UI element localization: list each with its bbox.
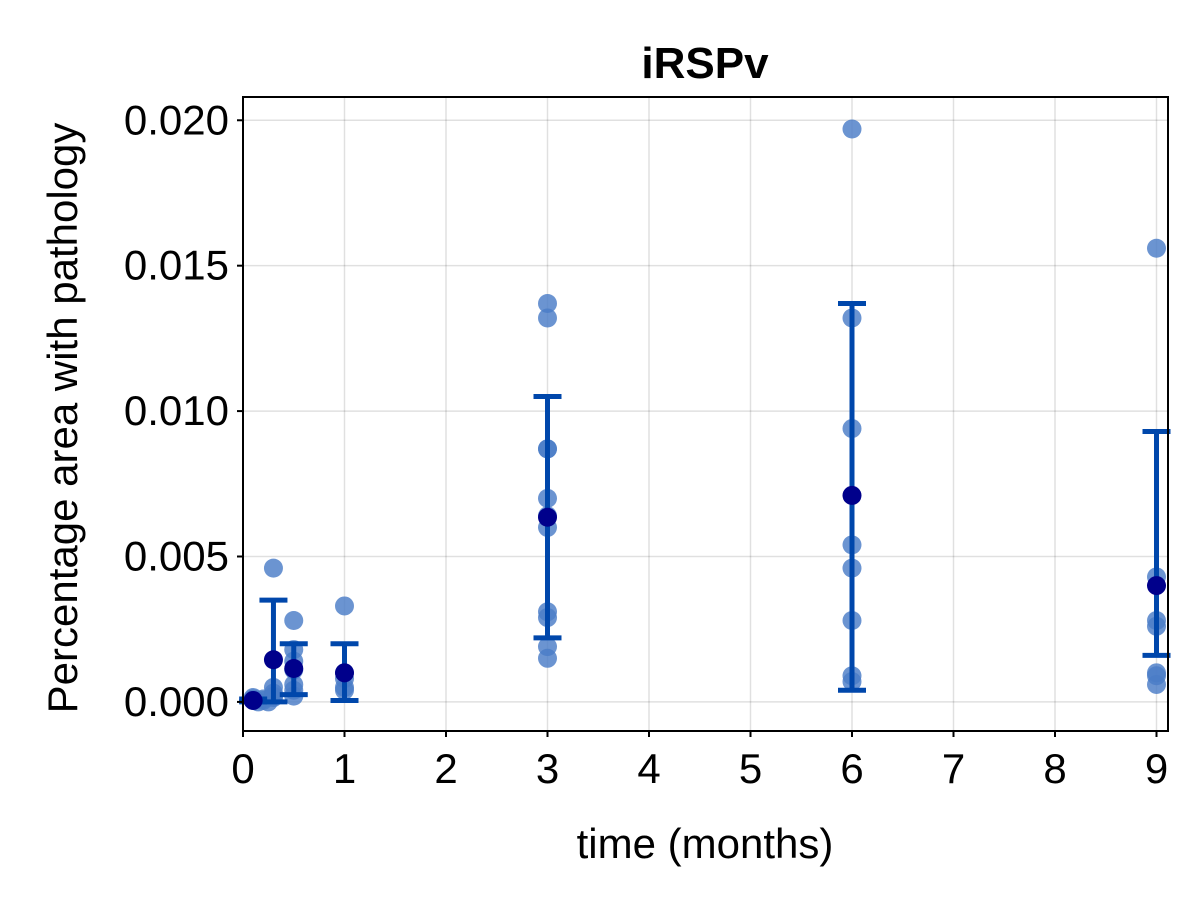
chart-title: iRSPv [641,39,769,88]
x-tick-label: 7 [942,745,965,792]
plot-frame [242,96,1169,732]
mean-point [1147,576,1166,596]
mean-point [263,650,283,670]
data-point [263,558,283,578]
grid-layer [242,97,1168,731]
mean-point [538,507,557,527]
x-tick-label: 3 [536,745,559,792]
data-point [1147,238,1166,258]
x-tick-label: 8 [1043,745,1066,792]
points-layer [243,119,1166,712]
x-ticks: 0 1 2 3 4 5 6 7 8 9 [231,731,1168,792]
data-point [538,648,557,668]
errorbar-layer [239,300,1171,705]
y-tick-label: 0.015 [124,242,229,289]
mean-point [842,485,862,505]
data-point [842,119,862,139]
mean-point [284,658,304,678]
y-tick-label: 0.005 [124,533,229,580]
data-point [1147,674,1166,694]
data-point [284,610,304,630]
x-axis-label: time (months) [577,820,834,867]
x-tick-label: 6 [840,745,863,792]
x-tick-label: 4 [637,745,660,792]
mean-point [335,663,354,683]
data-point [335,596,354,616]
y-ticks: 0.000 0.005 0.010 0.015 0.020 [124,96,243,725]
x-tick-label: 5 [739,745,762,792]
y-tick-label: 0.000 [124,678,229,725]
y-tick-label: 0.020 [124,96,229,143]
y-tick-label: 0.010 [124,387,229,434]
data-point [538,308,557,328]
mean-layer [243,485,1166,710]
x-tick-label: 1 [333,745,356,792]
x-tick-label: 2 [434,745,457,792]
y-axis-label: Percentage area with pathology [39,123,86,714]
mean-point [243,690,263,710]
x-tick-label: 0 [231,745,254,792]
data-point [538,293,557,313]
x-tick-label: 9 [1145,745,1168,792]
